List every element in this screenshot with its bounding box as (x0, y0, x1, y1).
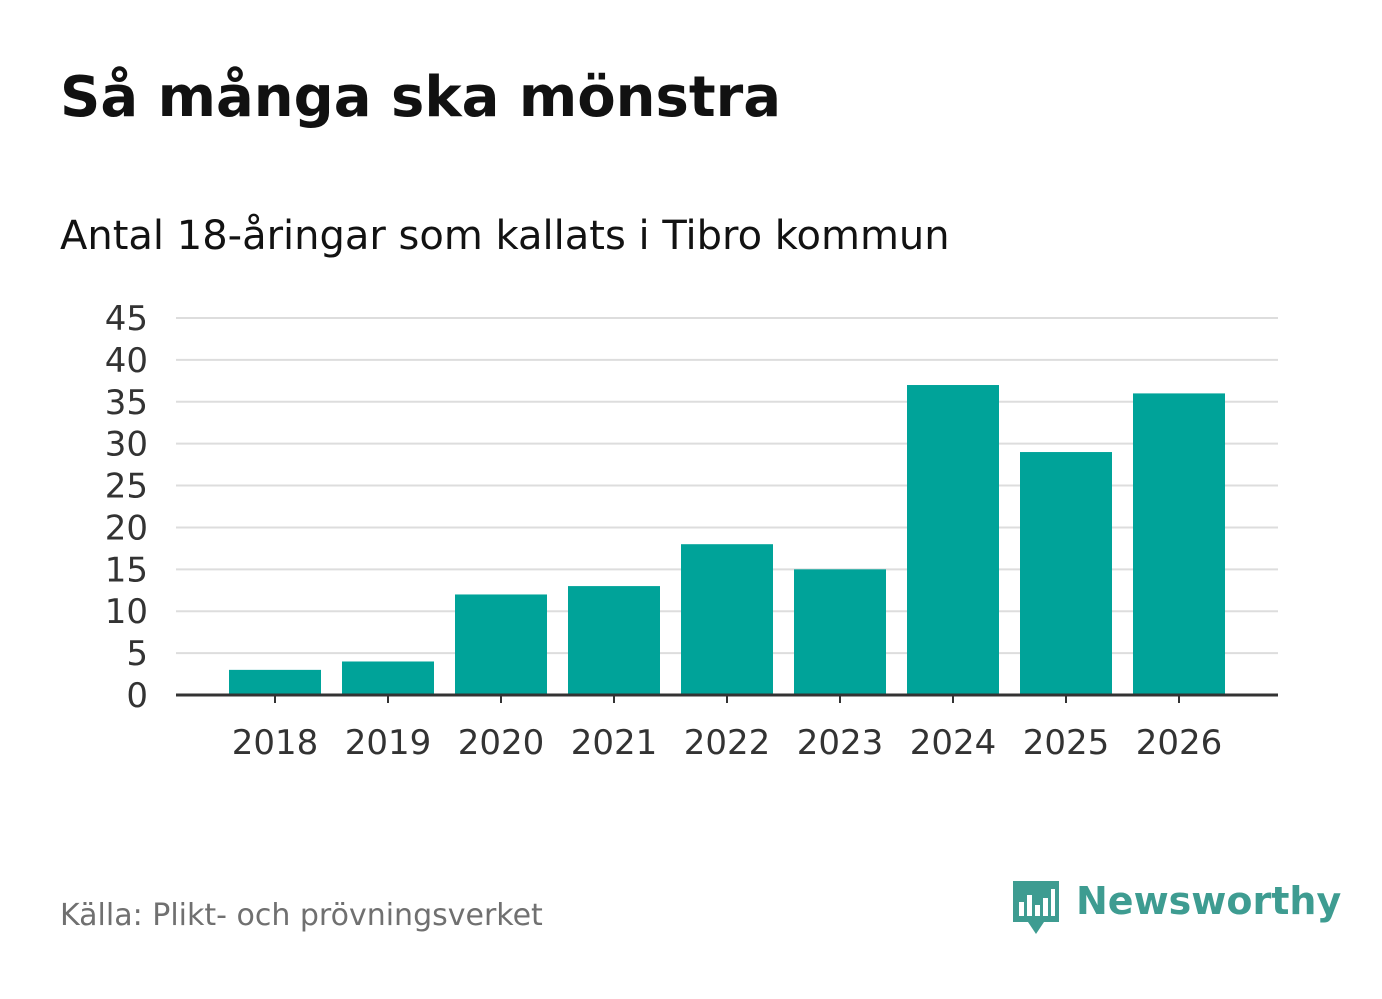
x-tick-label-2022: 2022 (684, 723, 771, 763)
y-tick-label-25: 25 (105, 467, 148, 507)
y-tick-label-30: 30 (105, 425, 148, 465)
x-tick-label-2019: 2019 (345, 723, 432, 763)
chart-title: Så många ska mönstra (60, 65, 782, 130)
newsworthy-logo-icon (1013, 881, 1059, 934)
bar-2026[interactable] (1133, 393, 1225, 695)
y-tick-label-5: 5 (126, 634, 148, 674)
x-tick-label-2024: 2024 (910, 723, 997, 763)
y-tick-label-20: 20 (105, 508, 148, 548)
x-tick-label-2026: 2026 (1136, 723, 1223, 763)
y-tick-label-10: 10 (105, 592, 148, 632)
bar-2024[interactable] (907, 385, 999, 695)
newsworthy-logo-text: Newsworthy (1076, 879, 1342, 923)
source-note: Källa: Plikt- och prövningsverket (60, 898, 543, 933)
x-tick-label-2021: 2021 (571, 723, 658, 763)
bar-2018[interactable] (229, 669, 321, 695)
bar-2025[interactable] (1020, 452, 1112, 695)
bar-2022[interactable] (681, 544, 773, 695)
bar-2020[interactable] (455, 594, 547, 695)
x-tick-label-2020: 2020 (458, 723, 545, 763)
x-tick-label-2018: 2018 (232, 723, 319, 763)
bar-2023[interactable] (794, 569, 886, 695)
bar-2021[interactable] (568, 586, 660, 695)
y-tick-label-40: 40 (105, 341, 148, 381)
y-tick-label-15: 15 (105, 550, 148, 590)
chart-subtitle: Antal 18-åringar som kallats i Tibro kom… (60, 213, 950, 259)
y-tick-label-0: 0 (126, 676, 148, 716)
x-tick-label-2023: 2023 (797, 723, 884, 763)
y-tick-label-45: 45 (105, 299, 148, 339)
newsworthy-logo[interactable]: Newsworthy (1010, 878, 1341, 938)
x-tick-label-2025: 2025 (1023, 723, 1110, 763)
bar-2019[interactable] (342, 661, 434, 695)
y-tick-label-35: 35 (105, 383, 148, 423)
